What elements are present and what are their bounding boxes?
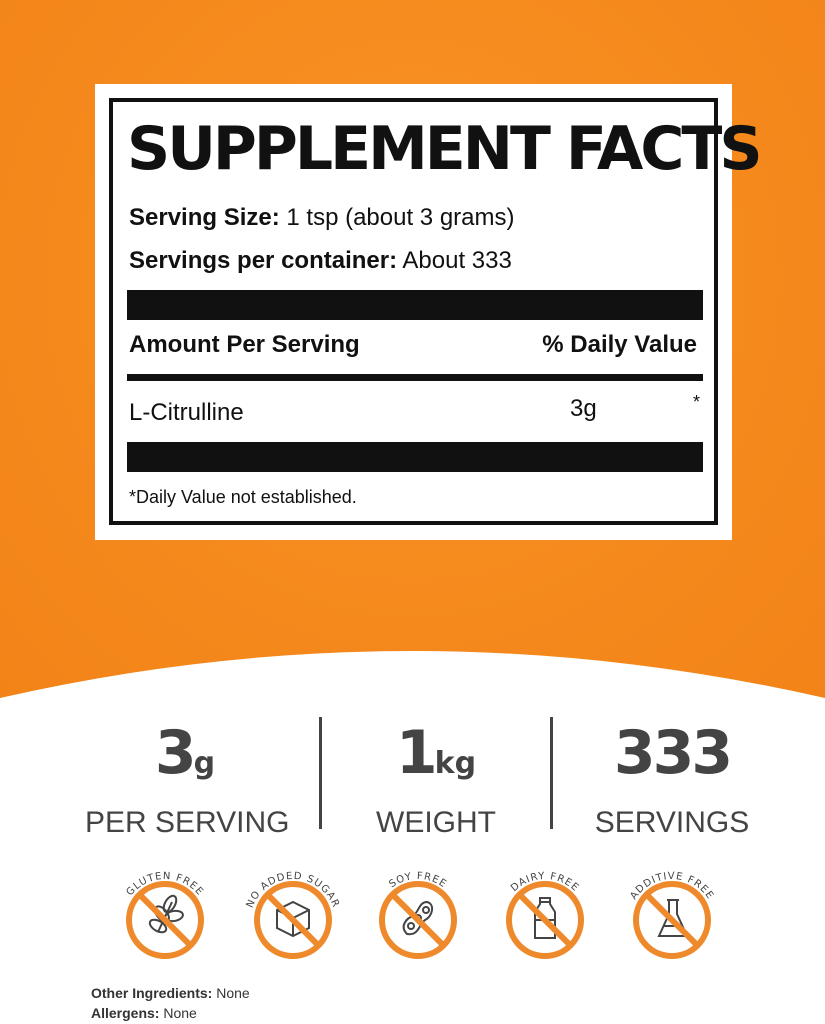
footnote: *Daily Value not established. xyxy=(129,487,357,507)
prohibition-slash xyxy=(265,892,321,948)
facts-title: SUPPLEMENT FACTS xyxy=(127,114,763,184)
stat-caption: SERVINGS xyxy=(594,806,750,839)
stat-weight: 1kg WEIGHT xyxy=(336,718,536,843)
serving-size: Serving Size: 1 tsp (about 3 grams) xyxy=(129,204,515,232)
prohibition-slash xyxy=(517,892,573,948)
divider xyxy=(127,374,703,381)
badge-no-added-sugar: NO ADDED SUGAR xyxy=(238,860,348,970)
other-ingredients-label: Other Ingredients: xyxy=(91,985,213,1001)
stat-caption: PER SERVING xyxy=(85,806,290,839)
prohibition-slash xyxy=(390,892,446,948)
supplement-facts-label: SUPPLEMENT FACTS Serving Size: 1 tsp (ab… xyxy=(95,84,763,540)
prohibition-slash xyxy=(137,892,193,948)
stat-separator xyxy=(319,717,322,829)
prohibition-circle-icon xyxy=(633,881,711,959)
other-ingredients: Other Ingredients: None xyxy=(91,985,250,1001)
white-curve xyxy=(0,651,825,702)
stat-per-serving: 3g PER SERVING xyxy=(85,718,290,843)
free-from-badges: GLUTEN FREE NO ADDED SUGAR SOY FREE DAIR… xyxy=(0,860,825,970)
serving-size-value: 1 tsp (about 3 grams) xyxy=(286,204,515,231)
prohibition-slash xyxy=(644,892,700,948)
serving-size-label: Serving Size: xyxy=(129,204,280,231)
ingredient-name: L-Citrulline xyxy=(129,399,244,426)
wheat-icon xyxy=(148,894,184,934)
prohibition-circle-icon xyxy=(254,881,332,959)
allergens: Allergens: None xyxy=(91,1005,197,1021)
stat-servings: 333 SERVINGS xyxy=(572,718,772,843)
badge-dairy-free: DAIRY FREE xyxy=(490,860,600,970)
badge-label: SOY FREE xyxy=(387,871,448,890)
daily-value-header: % Daily Value xyxy=(542,331,697,358)
other-ingredients-value: None xyxy=(216,985,250,1001)
stat-value: 3g xyxy=(154,718,216,788)
allergens-value: None xyxy=(163,1005,197,1021)
ingredient-amount: 3g xyxy=(570,395,597,422)
badge-additive-free: ADDITIVE FREE xyxy=(617,860,727,970)
stat-caption: WEIGHT xyxy=(376,806,496,839)
servings-per-container: Servings per container: About 333 xyxy=(129,247,512,275)
allergens-label: Allergens: xyxy=(91,1005,160,1021)
servings-label: Servings per container: xyxy=(129,247,398,274)
prohibition-circle-icon xyxy=(506,881,584,959)
prohibition-circle-icon xyxy=(379,881,457,959)
ingredient-dv: * xyxy=(693,392,701,412)
amount-per-serving-header: Amount Per Serving xyxy=(129,331,360,358)
stat-value: 1kg xyxy=(395,718,477,788)
badge-soy-free: SOY FREE xyxy=(363,860,473,970)
thick-divider-bottom xyxy=(127,442,703,472)
stat-value: 333 xyxy=(613,718,733,788)
thick-divider xyxy=(127,290,703,320)
prohibition-circle-icon xyxy=(126,881,204,959)
facts-border: SUPPLEMENT FACTS Serving Size: 1 tsp (ab… xyxy=(109,98,763,525)
badge-gluten-free: GLUTEN FREE xyxy=(110,860,220,970)
stat-separator xyxy=(550,717,553,829)
servings-value: About 333 xyxy=(402,247,512,274)
